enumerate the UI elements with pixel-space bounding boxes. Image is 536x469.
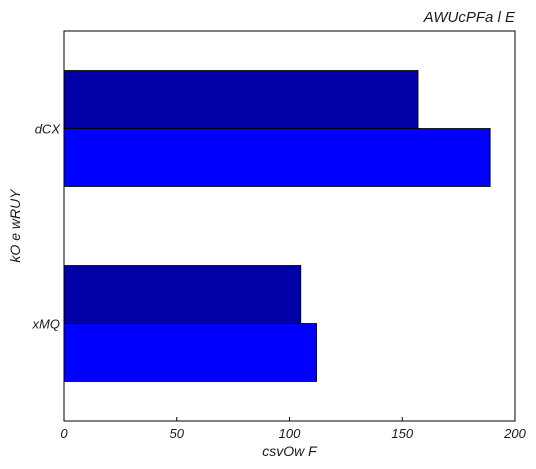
- y-axis-label: kO e wRUY: [7, 188, 23, 263]
- chart-title: AWUcPFa l E: [423, 9, 516, 26]
- bar-dCX-series-1: [64, 129, 490, 187]
- x-tick-label: 0: [60, 426, 68, 441]
- x-tick-label: 200: [503, 426, 526, 441]
- bars-group: [64, 71, 490, 382]
- y-tick-label: xMQ: [32, 317, 60, 332]
- bar-xMQ-series-1: [64, 324, 317, 382]
- bar-dCX-series-2: [64, 71, 418, 129]
- y-tick-label: dCX: [35, 122, 62, 137]
- x-tick-label: 50: [170, 426, 185, 441]
- x-tick-label: 150: [391, 426, 413, 441]
- x-axis-label: csvOw F: [262, 443, 318, 459]
- bar-xMQ-series-2: [64, 266, 301, 324]
- y-ticks-group: xMQ dCX: [32, 122, 68, 332]
- x-tick-label: 100: [279, 426, 301, 441]
